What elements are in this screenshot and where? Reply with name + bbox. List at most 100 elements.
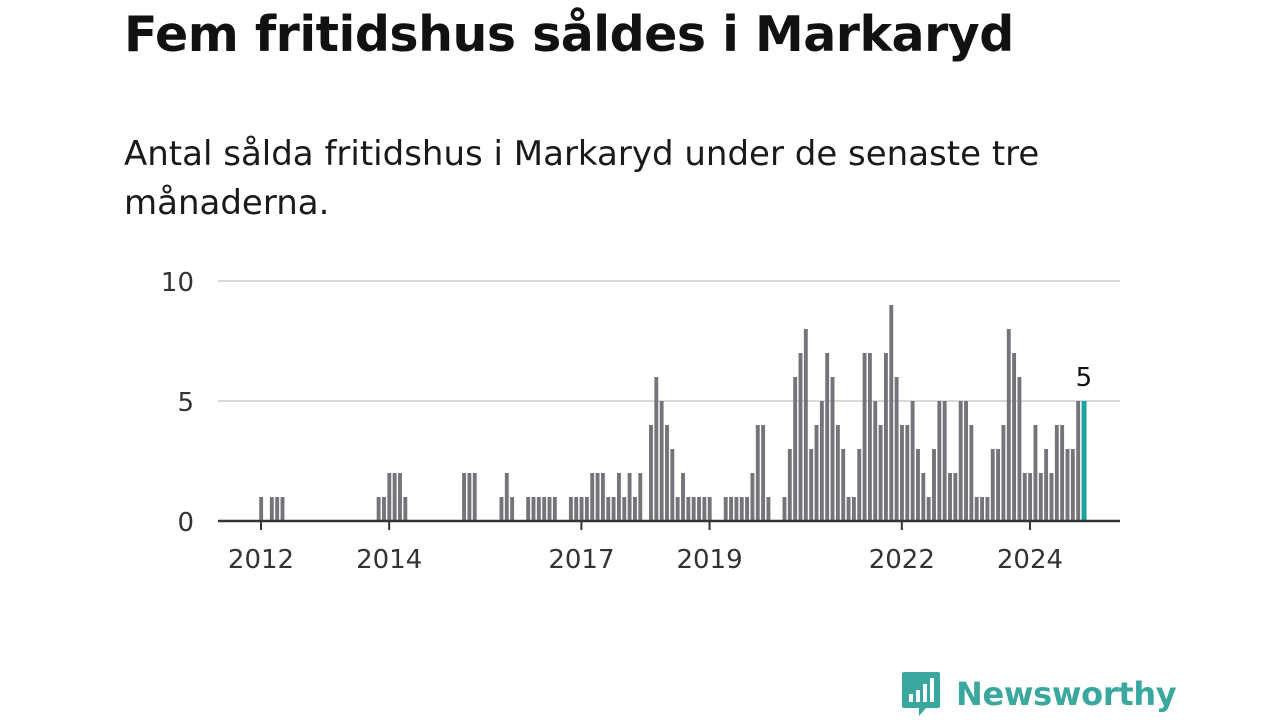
bar bbox=[723, 497, 728, 521]
bar bbox=[600, 473, 605, 521]
bar bbox=[638, 473, 643, 521]
bar bbox=[793, 377, 798, 521]
bar bbox=[542, 497, 547, 521]
bar bbox=[883, 353, 888, 521]
bar bbox=[862, 353, 867, 521]
bar bbox=[606, 497, 611, 521]
brand-name: Newsworthy bbox=[956, 675, 1177, 713]
bar bbox=[953, 473, 958, 521]
bar bbox=[392, 473, 397, 521]
bar bbox=[584, 497, 589, 521]
highlight-value-label: 5 bbox=[1076, 363, 1093, 393]
bar bbox=[942, 401, 947, 521]
highlight-bar bbox=[1081, 401, 1087, 521]
bar bbox=[376, 497, 381, 521]
bar bbox=[702, 497, 707, 521]
x-tick-label: 2019 bbox=[676, 545, 742, 575]
x-tick-label: 2014 bbox=[356, 545, 422, 575]
bar bbox=[670, 449, 675, 521]
bar bbox=[472, 473, 477, 521]
bar bbox=[798, 353, 803, 521]
bar bbox=[734, 497, 739, 521]
y-tick-label: 5 bbox=[177, 388, 194, 418]
bar bbox=[275, 497, 280, 521]
bar bbox=[958, 401, 963, 521]
bar bbox=[462, 473, 467, 521]
bar bbox=[948, 473, 952, 521]
bar bbox=[697, 497, 701, 521]
bar bbox=[611, 497, 616, 521]
bar bbox=[1033, 425, 1038, 521]
bar bbox=[1054, 425, 1059, 521]
bar bbox=[857, 449, 862, 521]
bar bbox=[990, 449, 995, 521]
bar bbox=[595, 473, 600, 521]
bar bbox=[691, 497, 696, 521]
bar bbox=[403, 497, 408, 521]
bar bbox=[1044, 449, 1049, 521]
bar bbox=[1022, 473, 1027, 521]
bar bbox=[996, 449, 1001, 521]
bar bbox=[633, 497, 637, 521]
bar bbox=[787, 449, 792, 521]
bar bbox=[782, 497, 787, 521]
bar bbox=[382, 497, 386, 521]
bar bbox=[568, 497, 573, 521]
bar bbox=[750, 473, 755, 521]
chart-subtitle: Antal sålda fritidshus i Markaryd under … bbox=[124, 134, 1040, 223]
bar bbox=[766, 497, 771, 521]
bar bbox=[1049, 473, 1054, 521]
bar bbox=[825, 353, 830, 521]
bar bbox=[552, 497, 557, 521]
bar bbox=[729, 497, 734, 521]
bar bbox=[499, 497, 504, 521]
brand-logo: Newsworthy bbox=[900, 670, 1177, 718]
bar bbox=[398, 473, 402, 521]
bar bbox=[659, 401, 664, 521]
bar-chart: 0 5 10 2012 2014 2017 2019 2022 2024 5 bbox=[161, 268, 1120, 575]
bar bbox=[536, 497, 541, 521]
bar bbox=[932, 449, 936, 521]
bar bbox=[819, 401, 824, 521]
bar bbox=[622, 497, 627, 521]
page-title: Fem fritidshus såldes i Markaryd bbox=[124, 6, 1014, 63]
bar bbox=[974, 497, 979, 521]
bar bbox=[649, 425, 653, 521]
bar bbox=[969, 425, 974, 521]
bar bbox=[1006, 329, 1011, 521]
x-tick-label: 2017 bbox=[548, 545, 614, 575]
bar bbox=[926, 497, 931, 521]
bar bbox=[894, 377, 899, 521]
bar bbox=[707, 497, 712, 521]
bar bbox=[889, 305, 894, 521]
bar bbox=[686, 497, 691, 521]
bar bbox=[1060, 425, 1065, 521]
bar bbox=[1076, 401, 1081, 521]
bar bbox=[681, 473, 685, 521]
bar bbox=[937, 401, 942, 521]
bar bbox=[830, 377, 835, 521]
bar bbox=[873, 401, 878, 521]
bar bbox=[1012, 353, 1017, 521]
bar bbox=[921, 473, 926, 521]
bar bbox=[803, 329, 808, 521]
bar bbox=[900, 425, 904, 521]
newsworthy-logo-icon bbox=[902, 672, 940, 716]
bar bbox=[590, 473, 595, 521]
bar bbox=[1028, 473, 1033, 521]
bar bbox=[1038, 473, 1043, 521]
bar bbox=[654, 377, 659, 521]
bar bbox=[387, 473, 392, 521]
bar bbox=[1065, 449, 1070, 521]
bar bbox=[665, 425, 669, 521]
bar bbox=[739, 497, 744, 521]
bar bbox=[616, 473, 621, 521]
y-tick-label: 0 bbox=[177, 508, 194, 538]
bar bbox=[579, 497, 584, 521]
bar bbox=[835, 425, 840, 521]
bar bbox=[1017, 377, 1022, 521]
bar bbox=[531, 497, 536, 521]
bar bbox=[878, 425, 883, 521]
bar bbox=[846, 497, 851, 521]
bar bbox=[841, 449, 846, 521]
